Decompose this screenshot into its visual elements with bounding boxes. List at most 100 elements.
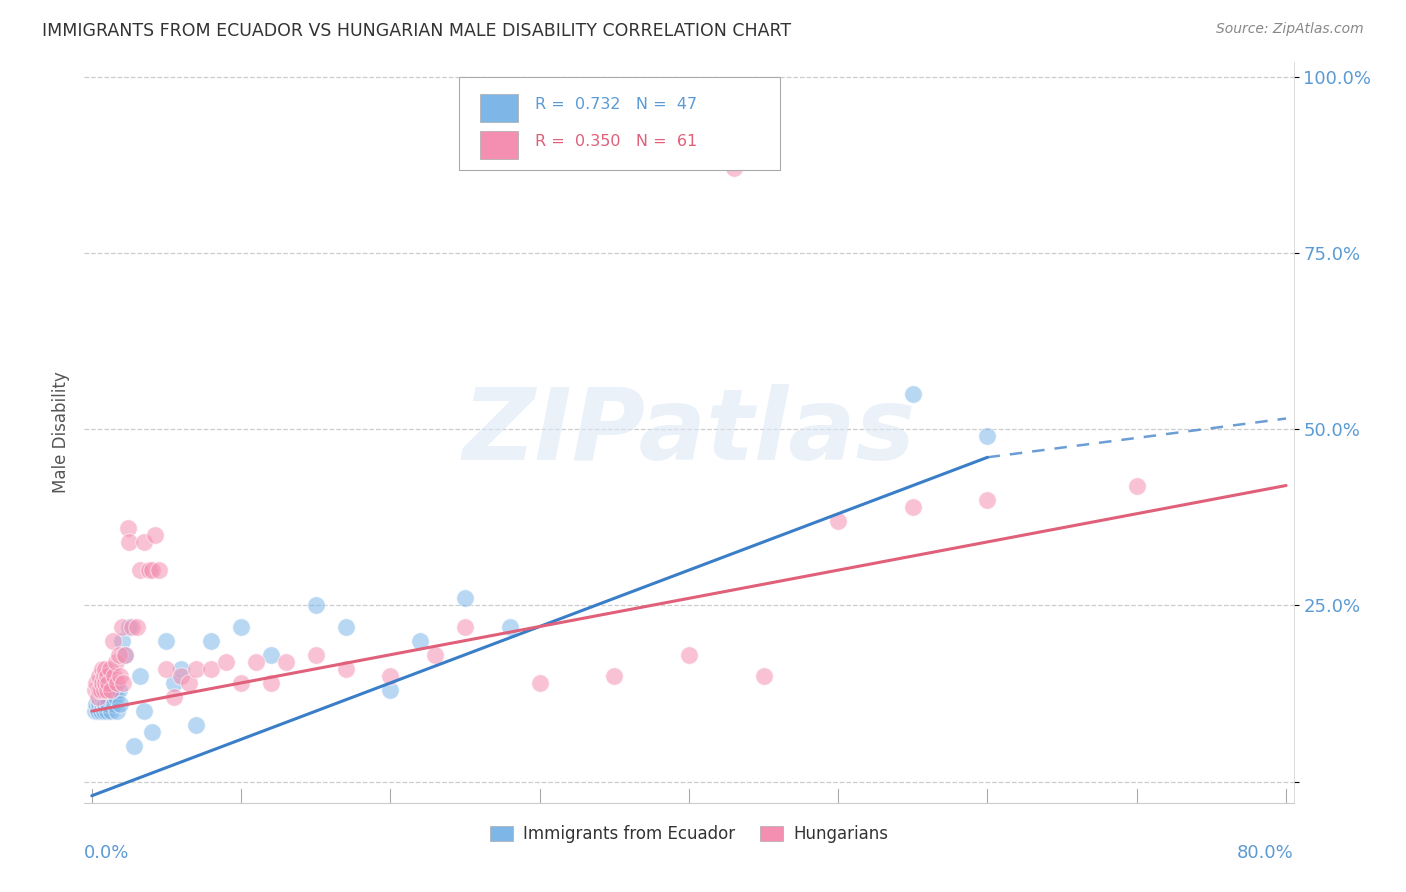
Point [98,662,121,676]
Bar [479,130,519,159]
Point [94,662,117,676]
Point [114,648,136,662]
Point [143,528,166,542]
Point [186,662,208,676]
Point [260,648,283,662]
FancyBboxPatch shape [460,78,780,169]
Point [155,662,177,676]
Point [425,648,447,662]
Point [118,535,141,549]
Text: 80.0%: 80.0% [1237,844,1294,862]
Point [94,676,117,690]
Point [454,591,477,606]
Text: 0.0%: 0.0% [84,844,129,862]
Point [229,676,252,690]
Point [112,676,135,690]
Point [103,669,125,683]
Point [409,633,432,648]
Point [499,619,522,633]
Point [90,683,112,698]
Point [138,563,160,577]
Point [132,704,155,718]
Point [380,669,402,683]
Text: R =  0.350   N =  61: R = 0.350 N = 61 [536,134,697,149]
Point [114,648,136,662]
Point [125,619,148,633]
Point [93,697,115,711]
Point [93,704,115,718]
Point [91,662,114,676]
Point [752,669,775,683]
Point [107,648,129,662]
Point [91,676,114,690]
Point [678,648,700,662]
Point [96,690,118,704]
Point [305,599,328,613]
Point [901,500,924,514]
Point [976,429,998,443]
Point [170,669,193,683]
Point [603,669,626,683]
Bar [479,94,519,121]
Point [111,619,134,633]
Point [128,669,150,683]
Point [97,697,120,711]
Point [245,655,267,669]
Point [827,514,849,528]
Point [108,669,131,683]
Point [260,676,283,690]
Point [454,619,477,633]
Point [96,669,118,683]
Point [100,704,122,718]
Point [105,676,128,690]
Text: Source: ZipAtlas.com: Source: ZipAtlas.com [1216,22,1364,37]
Point [117,521,139,535]
Text: ZIPatlas: ZIPatlas [463,384,915,481]
Legend: Immigrants from Ecuador, Hungarians: Immigrants from Ecuador, Hungarians [482,819,896,850]
Point [122,739,145,754]
Point [104,690,127,704]
Point [105,704,128,718]
Point [335,619,357,633]
Point [89,697,111,711]
Point [87,690,110,704]
Point [108,697,131,711]
Point [128,563,150,577]
Point [723,161,745,176]
Point [89,669,111,683]
Point [976,492,998,507]
Point [200,633,222,648]
Point [1126,478,1149,492]
Point [335,662,357,676]
Point [111,633,134,648]
Point [93,683,115,698]
Point [148,563,170,577]
Point [200,662,222,676]
Point [177,676,200,690]
Point [96,704,118,718]
Point [380,683,402,698]
Point [529,676,551,690]
Point [215,655,238,669]
Point [132,535,155,549]
Point [170,662,193,676]
Point [186,718,208,732]
Point [84,697,107,711]
Point [101,690,124,704]
Point [90,683,112,698]
Point [305,648,328,662]
Point [121,619,143,633]
Point [163,690,186,704]
Point [103,683,125,698]
Text: IMMIGRANTS FROM ECUADOR VS HUNGARIAN MALE DISABILITY CORRELATION CHART: IMMIGRANTS FROM ECUADOR VS HUNGARIAN MAL… [42,22,792,40]
Point [96,683,118,698]
Point [163,676,186,690]
Point [89,683,111,698]
Point [89,690,111,704]
Y-axis label: Male Disability: Male Disability [52,372,70,493]
Point [103,697,125,711]
Point [98,683,121,698]
Text: R =  0.732   N =  47: R = 0.732 N = 47 [536,97,697,112]
Point [229,619,252,633]
Point [107,683,129,698]
